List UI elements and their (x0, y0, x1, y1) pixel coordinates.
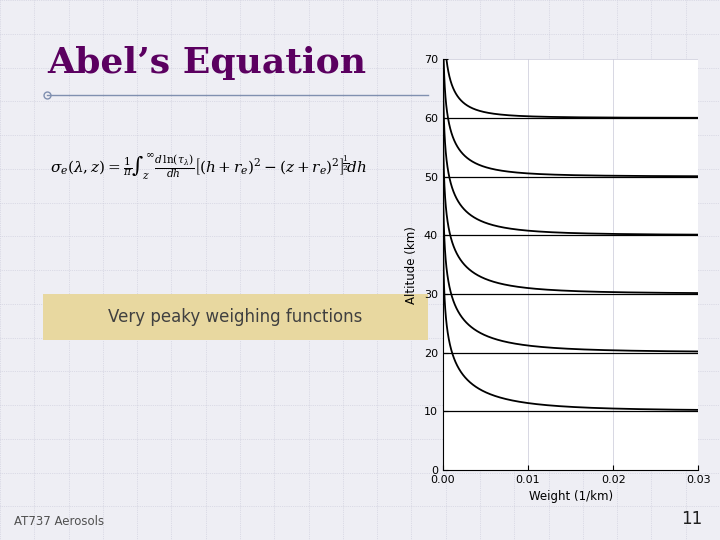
Text: Abel’s Equation: Abel’s Equation (47, 46, 366, 80)
FancyBboxPatch shape (43, 294, 428, 340)
Text: Very peaky weighing functions: Very peaky weighing functions (108, 308, 363, 326)
Y-axis label: Altitude (km): Altitude (km) (405, 226, 418, 303)
Text: AT737 Aerosols: AT737 Aerosols (14, 515, 104, 528)
Text: $\sigma_e(\lambda,z) = \frac{1}{\pi}\int_z^{\infty}\frac{d\,\ln(\tau_\lambda)}{d: $\sigma_e(\lambda,z) = \frac{1}{\pi}\int… (50, 151, 367, 182)
X-axis label: Weight (1/km): Weight (1/km) (528, 490, 613, 503)
Text: 11: 11 (680, 510, 702, 528)
